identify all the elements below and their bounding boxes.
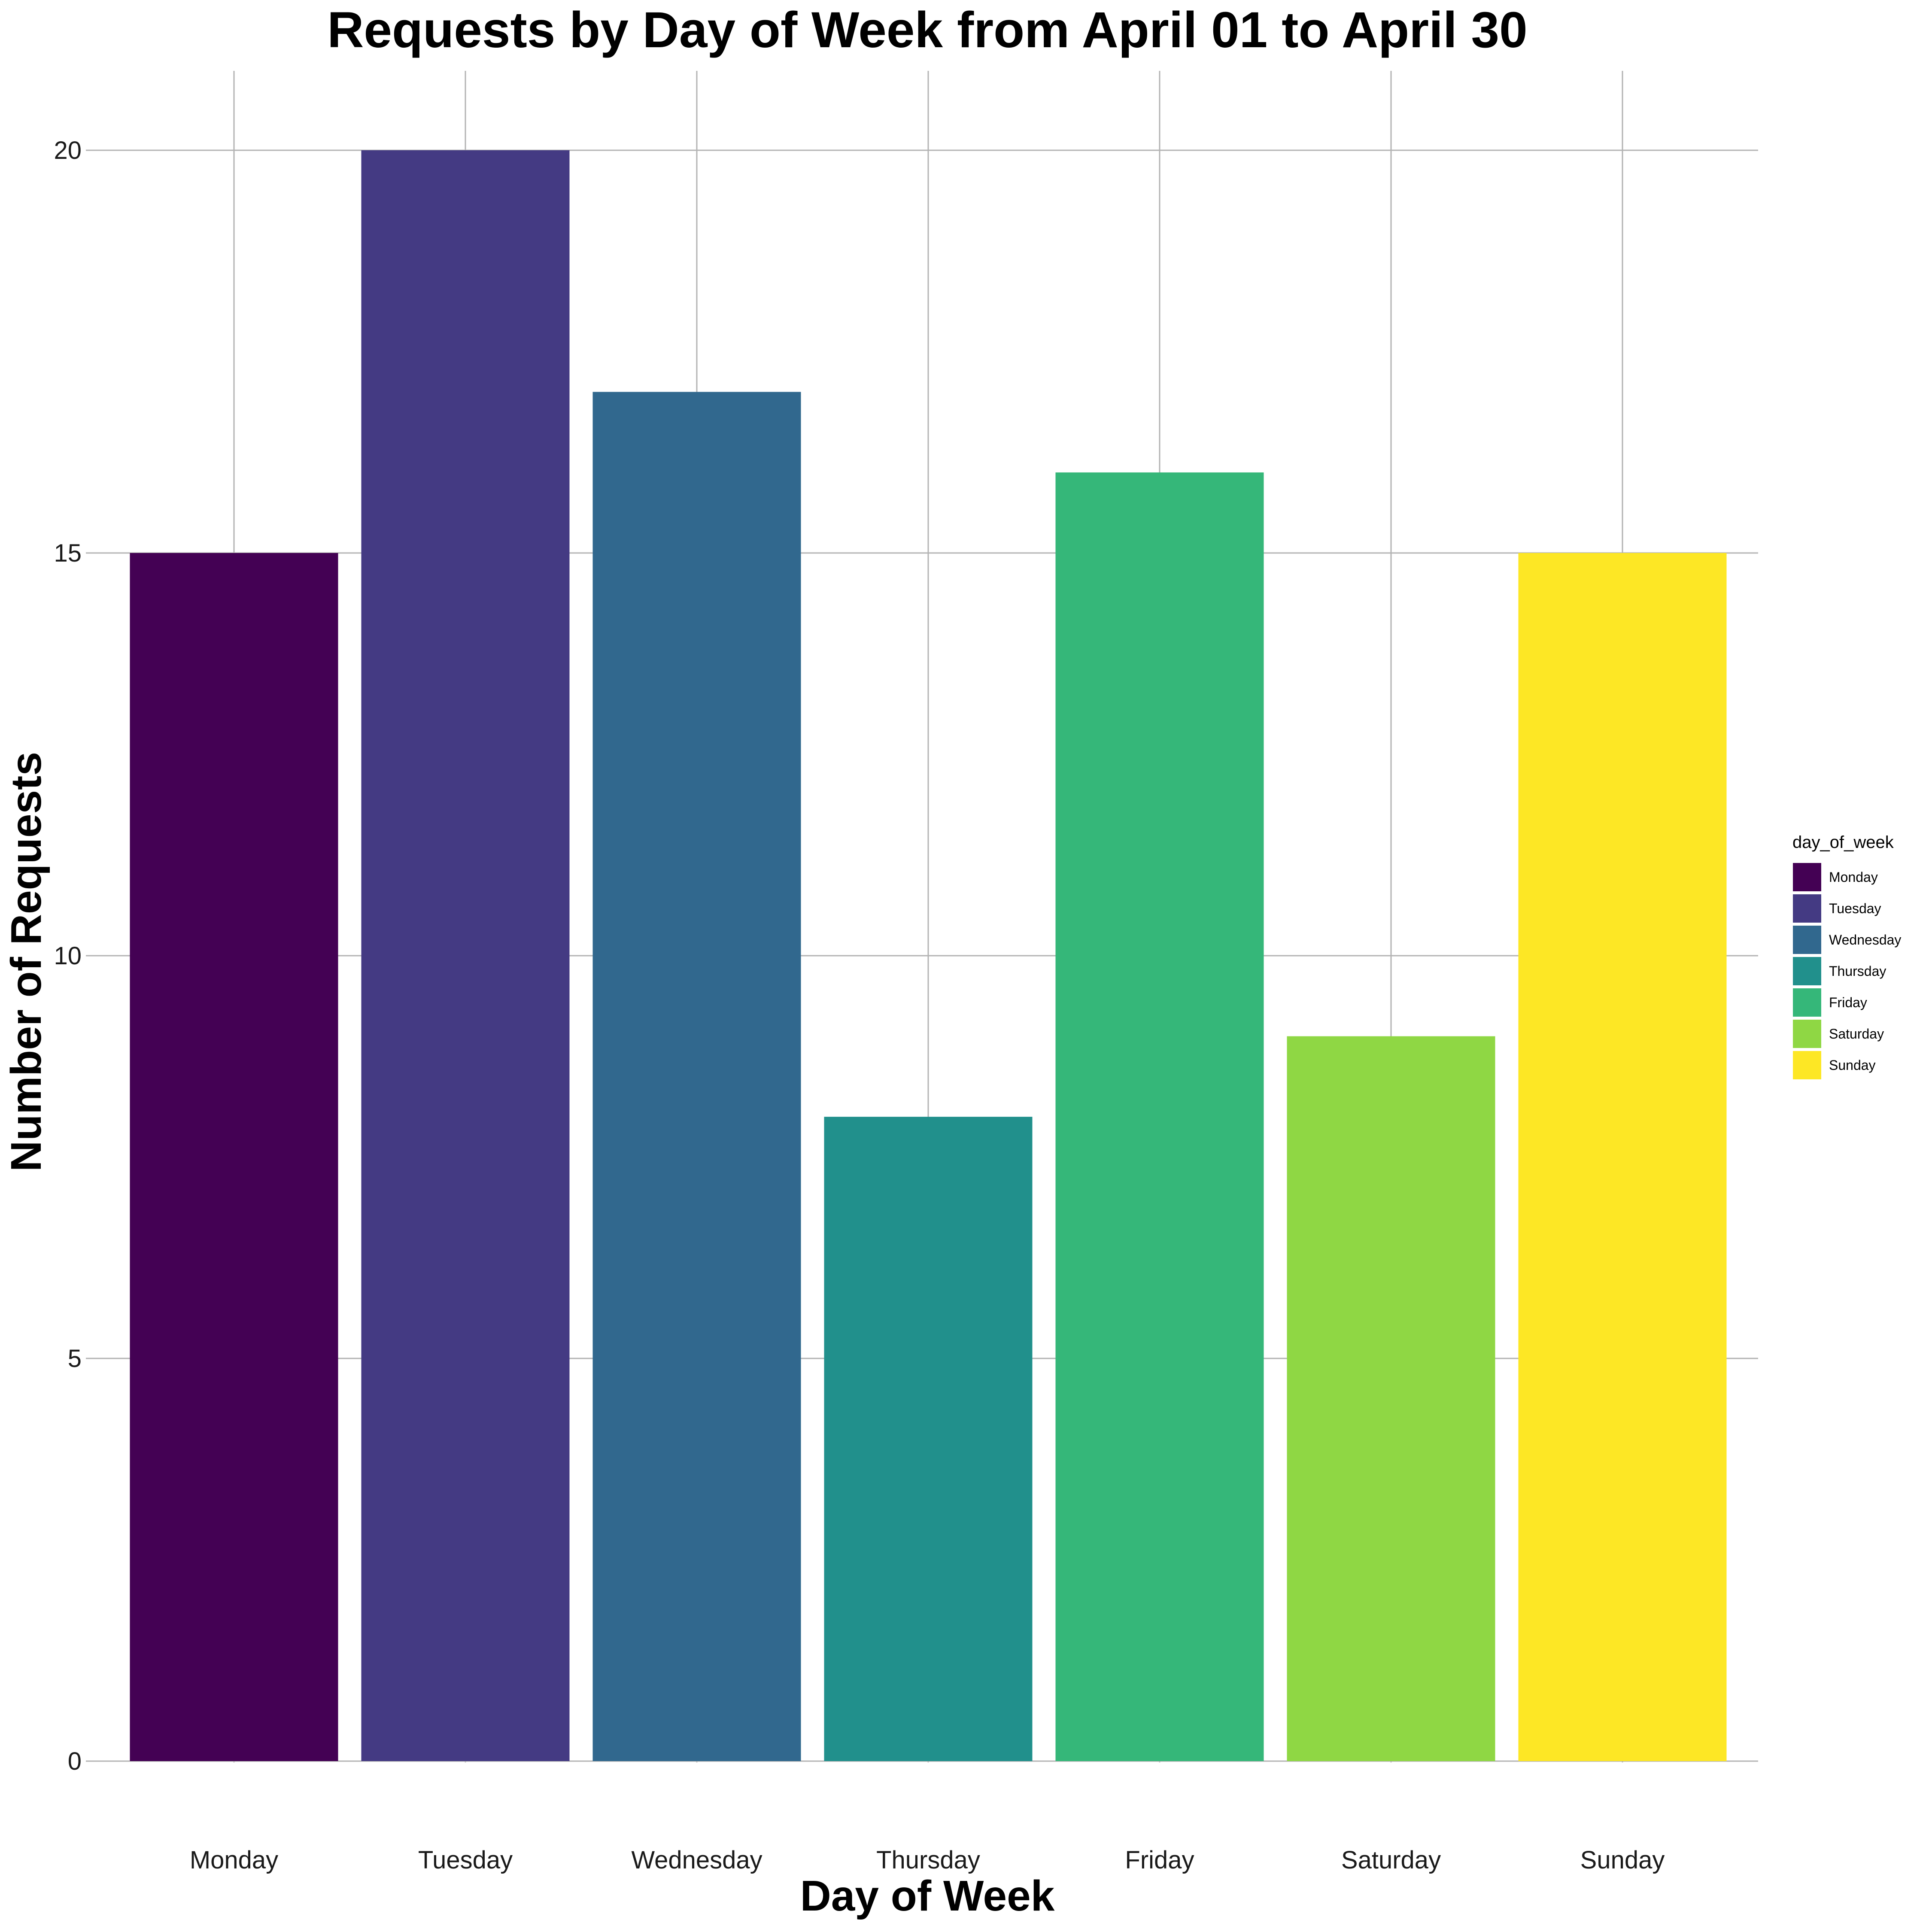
x-axis-title: Day of Week xyxy=(800,1872,1055,1920)
x-tick-label: Monday xyxy=(190,1846,278,1874)
legend-label: Sunday xyxy=(1829,1057,1876,1073)
y-tick-label: 15 xyxy=(54,539,82,567)
x-tick-label: Wednesday xyxy=(631,1846,762,1874)
legend-label: Tuesday xyxy=(1829,901,1881,916)
x-tick-label: Thursday xyxy=(876,1846,980,1874)
legend-swatch xyxy=(1793,1020,1821,1048)
legend-label: Thursday xyxy=(1829,963,1886,979)
legend-swatch xyxy=(1793,957,1821,985)
x-tick-label: Friday xyxy=(1125,1846,1194,1874)
y-tick-label: 20 xyxy=(54,137,82,164)
y-axis-ticks: 0 5 10 15 20 xyxy=(54,137,92,1775)
x-tick-label: Tuesday xyxy=(418,1846,513,1874)
legend-swatch xyxy=(1793,988,1821,1017)
legend-label: Saturday xyxy=(1829,1026,1884,1042)
chart-title: Requests by Day of Week from April 01 to… xyxy=(327,2,1528,58)
y-axis-title: Number of Requests xyxy=(2,752,50,1172)
legend-label: Friday xyxy=(1829,995,1867,1010)
bar-thursday xyxy=(824,1117,1033,1761)
legend-label: Monday xyxy=(1829,869,1878,885)
legend-title: day_of_week xyxy=(1792,833,1894,852)
legend-label: Wednesday xyxy=(1829,932,1901,948)
bar-friday xyxy=(1055,472,1264,1762)
legend-entries: Monday Tuesday Wednesday Thursday Friday Satu… xyxy=(1793,863,1901,1079)
bar-saturday xyxy=(1287,1036,1495,1761)
y-tick-label: 5 xyxy=(68,1345,82,1373)
bars xyxy=(130,150,1727,1762)
legend-swatch xyxy=(1793,863,1821,891)
bar-sunday xyxy=(1518,553,1727,1761)
legend: day_of_week Monday Tuesday Wednesday Thursd… xyxy=(1792,833,1901,1079)
y-tick-label: 10 xyxy=(54,942,82,970)
legend-swatch xyxy=(1793,926,1821,954)
legend-swatch xyxy=(1793,894,1821,923)
x-tick-label: Sunday xyxy=(1580,1846,1665,1874)
x-axis-ticks: Monday Tuesday Wednesday Thursday Friday Satu… xyxy=(190,1846,1665,1874)
y-tick-label: 0 xyxy=(68,1747,82,1775)
legend-swatch xyxy=(1793,1051,1821,1079)
bar-wednesday xyxy=(592,392,801,1761)
bar-tuesday xyxy=(361,150,570,1761)
x-tick-label: Saturday xyxy=(1341,1846,1441,1874)
bar-monday xyxy=(130,553,338,1761)
